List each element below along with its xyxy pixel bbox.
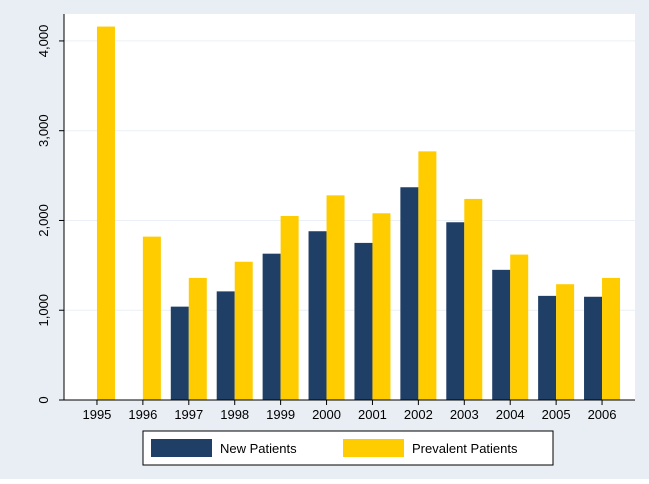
y-tick-label: 3,000 [36, 114, 51, 147]
bar-new-patients [584, 296, 603, 400]
y-tick-label: 0 [36, 396, 51, 403]
bar-prevalent-patients [464, 198, 483, 400]
x-tick-label: 1995 [82, 407, 111, 422]
bar-new-patients [216, 291, 235, 400]
bar-prevalent-patients [556, 284, 575, 400]
legend-swatch [343, 439, 404, 457]
bar-prevalent-patients [326, 195, 345, 400]
legend: New Patients Prevalent Patients [142, 430, 554, 466]
bar-new-patients [262, 253, 281, 400]
bar-prevalent-patients [188, 277, 207, 400]
bar-new-patients [492, 269, 511, 400]
y-tick-label: 2,000 [36, 204, 51, 237]
bar-new-patients [400, 187, 419, 400]
x-tick-label: 2004 [496, 407, 525, 422]
bar-prevalent-patients [418, 151, 437, 400]
x-tick-label: 1996 [128, 407, 157, 422]
bar-prevalent-patients [510, 254, 529, 400]
bar-prevalent-patients [602, 277, 621, 400]
bar-new-patients [170, 306, 189, 400]
x-tick-label: 2002 [404, 407, 433, 422]
legend-swatch [151, 439, 212, 457]
bar-prevalent-patients [142, 236, 161, 400]
bar-prevalent-patients [280, 215, 299, 400]
x-tick-label: 2001 [358, 407, 387, 422]
bar-new-patients [446, 222, 465, 400]
axes: 0 1,000 2,000 3,000 4,000 1995 1996 1997 1998 199… [36, 14, 635, 422]
x-tick-label: 2003 [450, 407, 479, 422]
x-tick-label: 2000 [312, 407, 341, 422]
x-tick-label: 2006 [588, 407, 617, 422]
y-tick-label: 4,000 [36, 25, 51, 58]
bar-new-patients [354, 242, 373, 400]
x-tick-label: 1999 [266, 407, 295, 422]
y-tick-label: 1,000 [36, 294, 51, 327]
bar-prevalent-patients [372, 213, 391, 400]
legend-label: Prevalent Patients [412, 441, 518, 456]
bar-prevalent-patients [96, 26, 115, 400]
x-tick-label: 1997 [174, 407, 203, 422]
bars [96, 26, 621, 400]
bar-new-patients [308, 231, 327, 400]
x-tick-label: 2005 [542, 407, 571, 422]
bar-prevalent-patients [234, 261, 253, 400]
x-tick-label: 1998 [220, 407, 249, 422]
legend-label: New Patients [220, 441, 297, 456]
bar-new-patients [538, 295, 557, 400]
